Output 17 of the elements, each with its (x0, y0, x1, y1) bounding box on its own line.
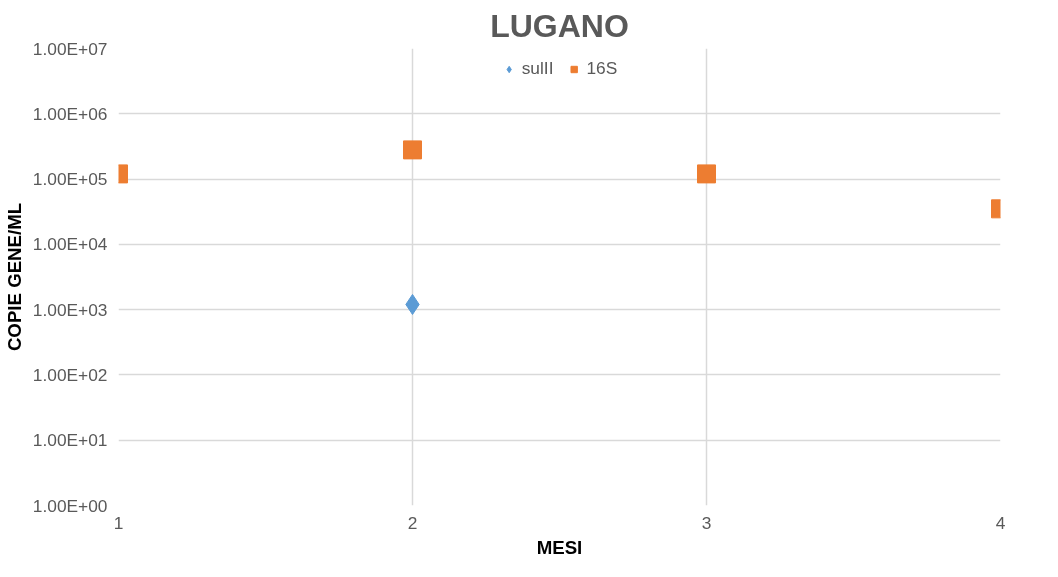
y-tick-label: 1.00E+03 (32, 299, 108, 320)
x-tick-label: 2 (407, 512, 418, 533)
legend-label: sulII (521, 58, 554, 79)
x-tick-label: 1 (113, 512, 124, 533)
x-axis-title: MESI (536, 536, 583, 558)
y-axis-title: COPIE GENE/ML (3, 202, 25, 352)
y-tick-label: 1.00E+04 (32, 234, 108, 255)
y-tick-label: 1.00E+07 (32, 38, 108, 59)
chart-title: LUGANO (490, 7, 629, 44)
y-tick-label: 1.00E+01 (32, 430, 108, 451)
y-tick-label: 1.00E+00 (32, 495, 108, 516)
y-tick-label: 1.00E+06 (32, 103, 108, 124)
x-tick-label: 3 (701, 512, 712, 533)
y-tick-label: 1.00E+05 (32, 169, 108, 190)
y-tick-label: 1.00E+02 (32, 364, 108, 385)
x-tick-label: 4 (995, 512, 1006, 533)
legend-label: 16S (586, 58, 618, 79)
